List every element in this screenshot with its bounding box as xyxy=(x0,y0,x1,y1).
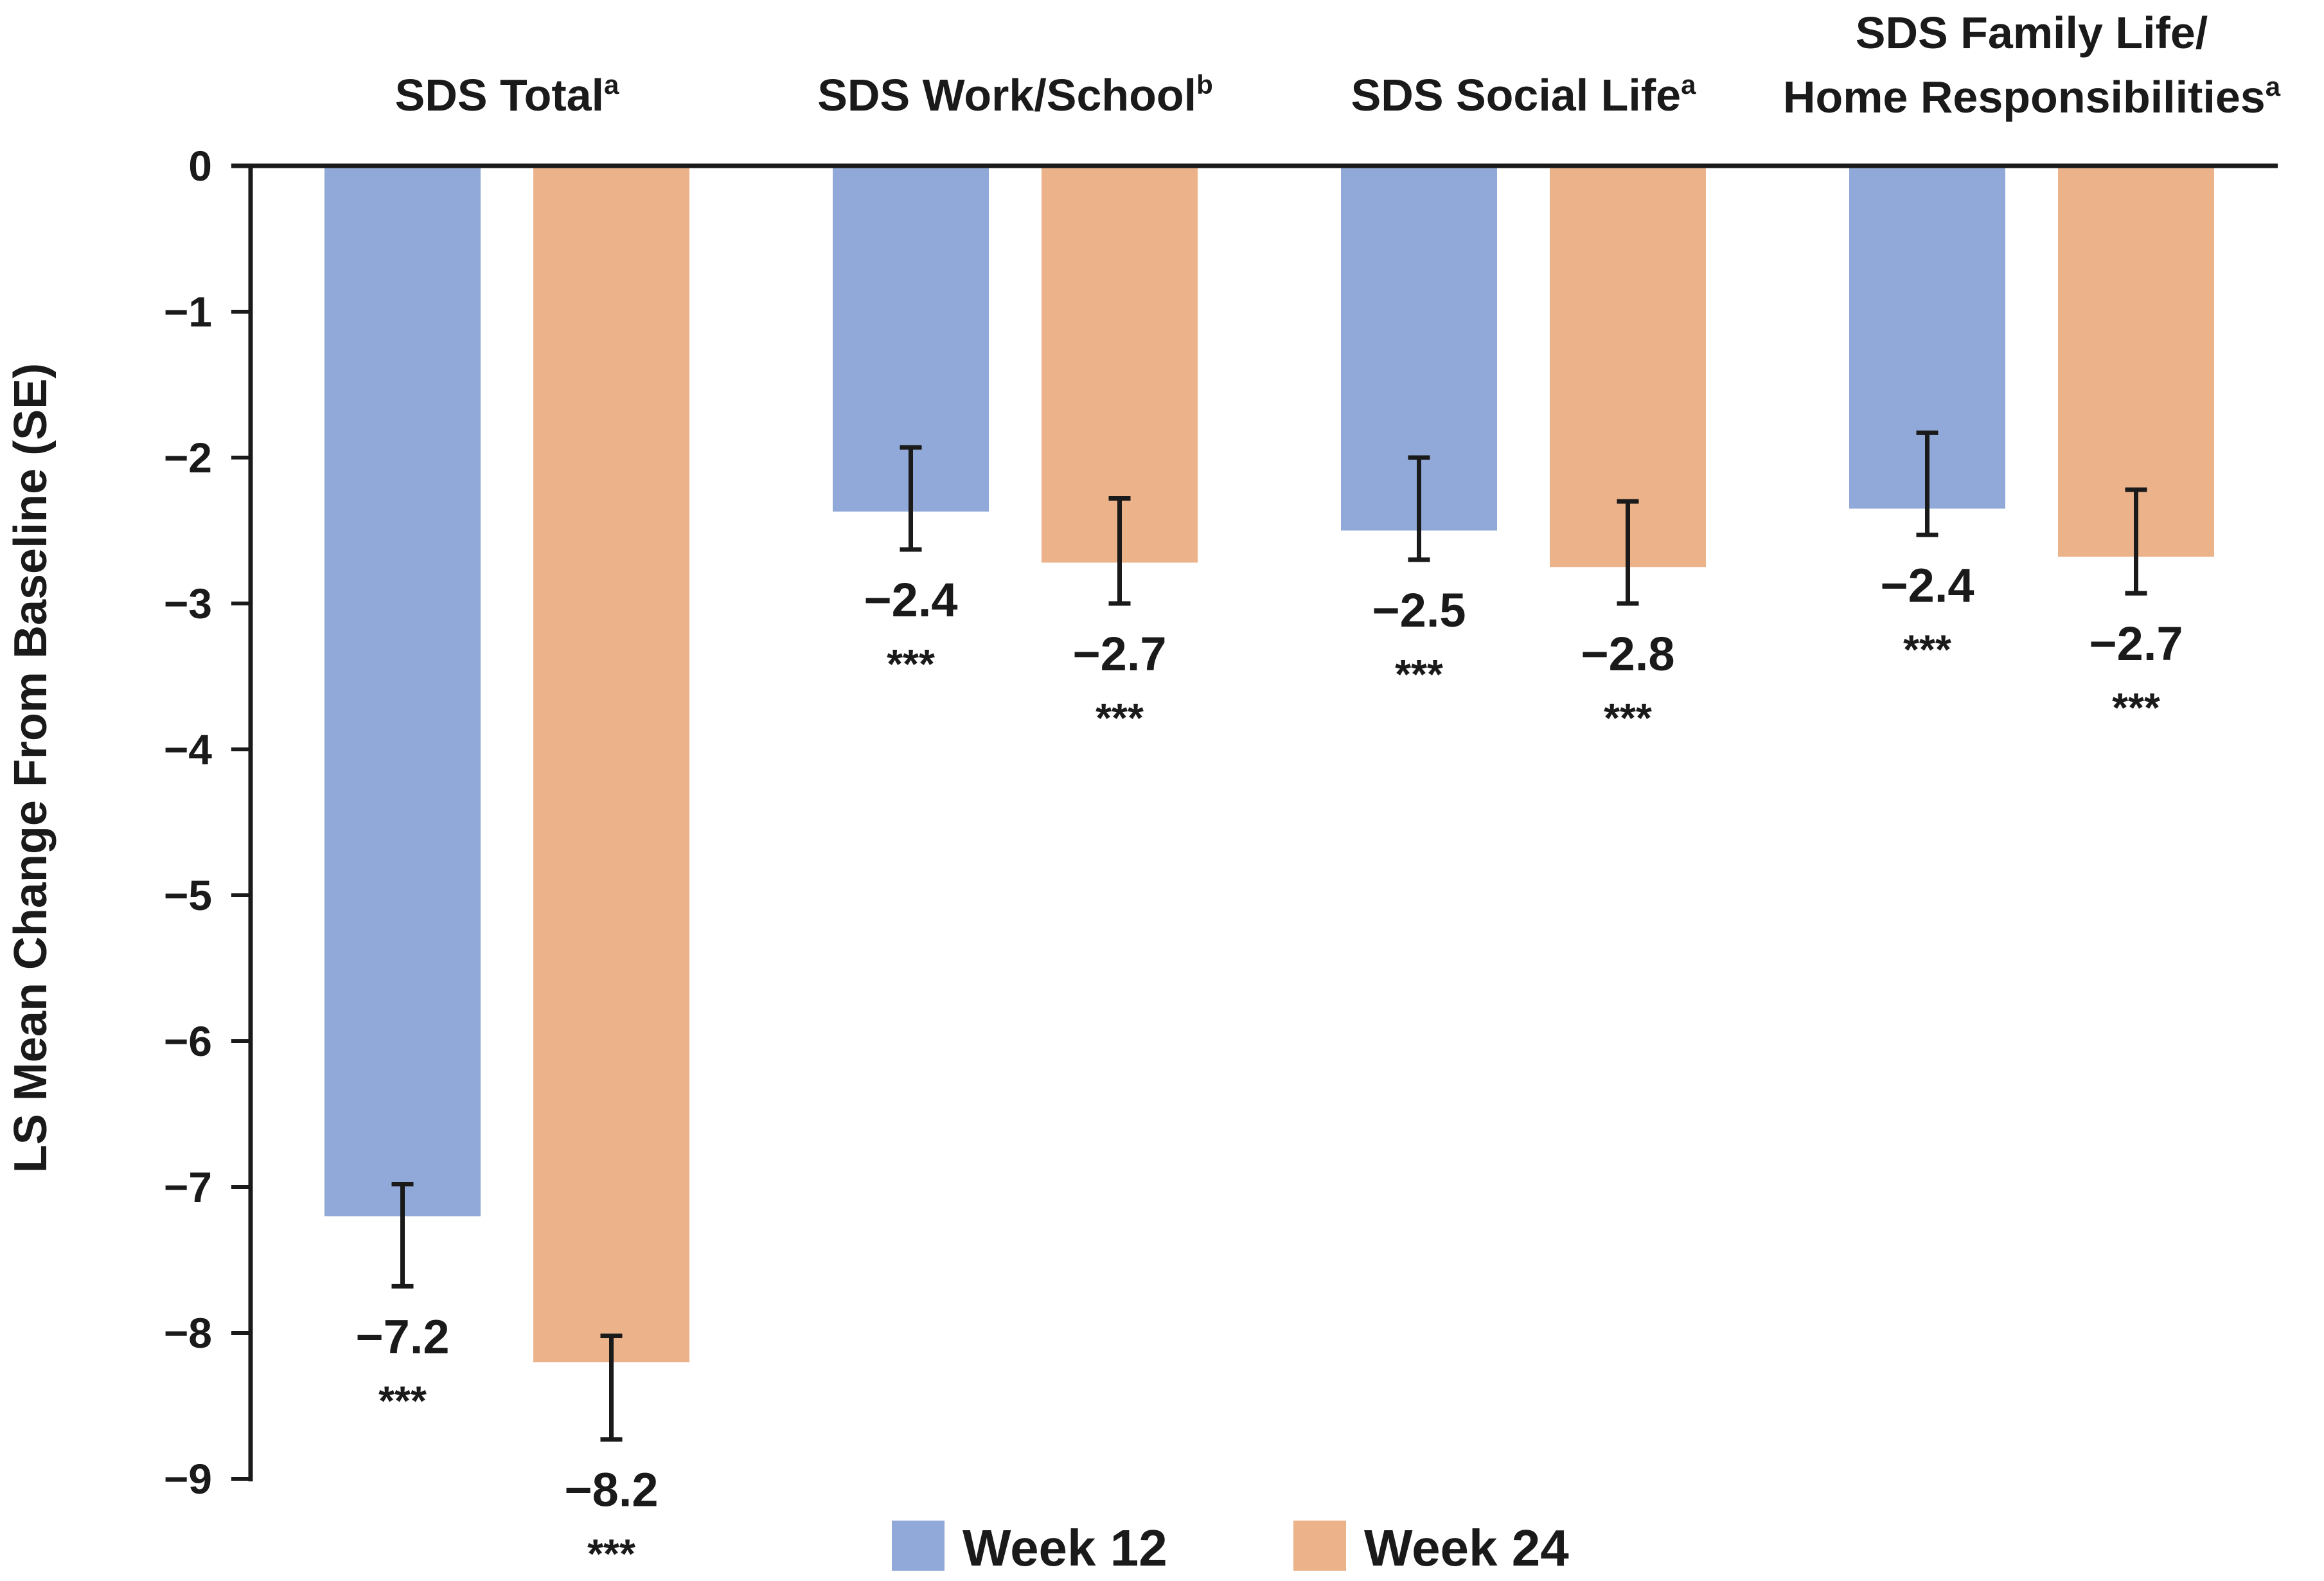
significance-label: *** xyxy=(1395,651,1443,697)
bar-week24 xyxy=(533,166,689,1362)
data-label: −2.8 xyxy=(1581,627,1674,681)
significance-label: *** xyxy=(1095,695,1144,741)
data-label: −2.7 xyxy=(1072,627,1166,681)
category-label: SDS Family Life/ xyxy=(1856,8,2208,58)
category-label: Home Responsibilitiesa xyxy=(1783,71,2281,122)
data-label: −2.7 xyxy=(2089,617,2183,670)
significance-label: *** xyxy=(2112,684,2160,731)
legend-swatch-week24 xyxy=(1293,1521,1346,1571)
y-tick-label: −3 xyxy=(164,580,212,627)
y-tick-label: −6 xyxy=(164,1017,212,1065)
category-label: SDS Social Lifea xyxy=(1351,69,1696,120)
y-axis-title: LS Mean Change From Baseline (SE) xyxy=(5,363,57,1173)
significance-label: *** xyxy=(1604,695,1652,741)
y-tick-label: −9 xyxy=(164,1455,212,1503)
y-tick-label: −5 xyxy=(164,871,212,919)
legend-label-week12: Week 12 xyxy=(962,1519,1167,1577)
data-label: −8.2 xyxy=(564,1463,658,1517)
y-tick-label: −7 xyxy=(164,1163,212,1211)
data-label: −2.4 xyxy=(1880,558,1974,612)
y-tick-label: 0 xyxy=(188,142,212,190)
y-tick-label: −8 xyxy=(164,1309,212,1357)
bar-week12 xyxy=(324,166,481,1217)
significance-label: *** xyxy=(587,1531,635,1577)
y-tick-label: −4 xyxy=(164,726,213,773)
significance-label: *** xyxy=(887,641,935,687)
significance-label: *** xyxy=(1903,626,1951,672)
category-label: SDS Work/Schoolb xyxy=(817,69,1213,120)
legend-swatch-week12 xyxy=(892,1521,945,1571)
y-tick-label: −2 xyxy=(164,434,212,481)
data-label: −2.4 xyxy=(864,573,957,627)
legend-label-week24: Week 24 xyxy=(1364,1519,1569,1577)
data-label: −2.5 xyxy=(1372,584,1466,637)
category-label: SDS Totala xyxy=(395,69,619,120)
significance-label: *** xyxy=(378,1377,427,1424)
data-label: −7.2 xyxy=(355,1310,449,1363)
y-tick-label: −1 xyxy=(164,288,212,335)
